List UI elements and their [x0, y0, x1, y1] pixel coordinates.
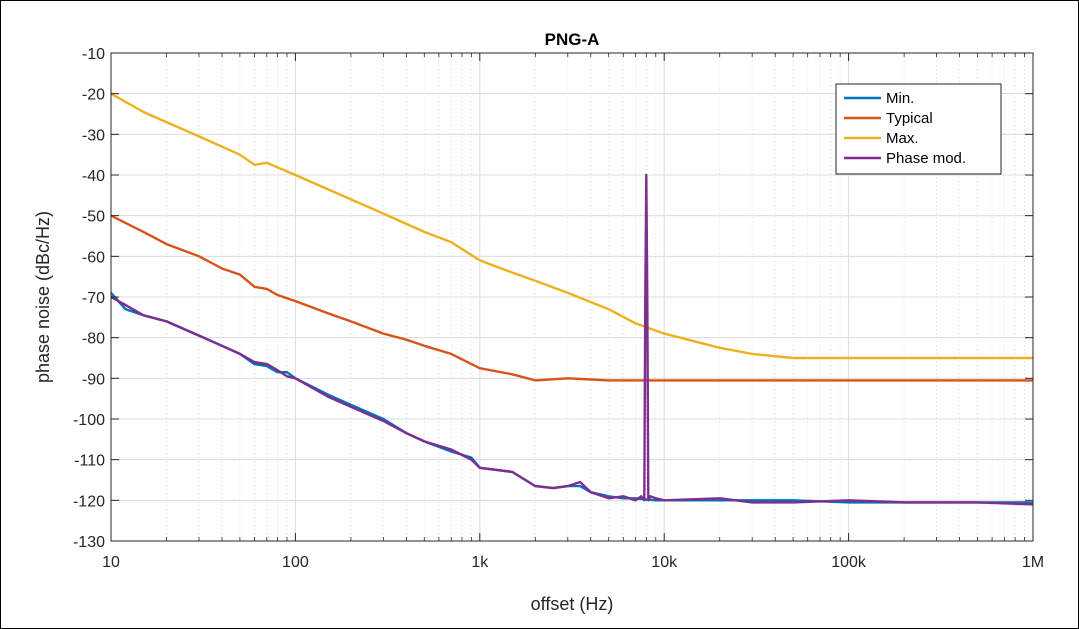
series-lines: [111, 92, 1033, 506]
axis-ticks: 10 100 1k 10k 100k 1M -130 -120 -110 -100 -90 -80 -7…: [73, 46, 1044, 571]
y-tick-label: -110: [74, 453, 105, 470]
series-line-phase-mod: [111, 173, 1033, 506]
y-tick-label: -120: [73, 493, 105, 510]
legend-label: Phase mod.: [886, 150, 966, 167]
series-line-typical: [111, 214, 1033, 382]
x-tick-label: 10: [102, 554, 120, 571]
y-tick-label: -60: [82, 249, 105, 266]
x-axis-label: offset (Hz): [531, 594, 614, 614]
y-axis-label: phase noise (dBc/Hz): [33, 211, 53, 383]
x-tick-label: 100: [282, 554, 309, 571]
legend: Min. Typical Max. Phase mod.: [835, 83, 1002, 175]
x-tick-label: 10k: [651, 554, 678, 571]
y-tick-label: -50: [82, 209, 105, 226]
legend-label: Typical: [886, 110, 933, 127]
x-tick-label: 1M: [1022, 554, 1044, 571]
y-tick-label: -90: [82, 371, 105, 388]
y-tick-label: -40: [82, 168, 105, 185]
y-tick-label: -70: [82, 290, 105, 307]
x-tick-label: 100k: [831, 554, 867, 571]
y-tick-label: -30: [82, 127, 105, 144]
y-tick-label: -20: [82, 87, 105, 104]
y-tick-label: -100: [73, 412, 105, 429]
legend-label: Max.: [886, 130, 919, 147]
x-tick-label: 1k: [471, 554, 489, 571]
legend-label: Min.: [886, 90, 914, 107]
y-tick-label: -130: [73, 534, 105, 551]
y-tick-label: -10: [82, 46, 105, 63]
series-line-max: [111, 92, 1033, 360]
y-tick-label: -80: [82, 331, 105, 348]
chart-title: PNG-A: [545, 30, 600, 49]
